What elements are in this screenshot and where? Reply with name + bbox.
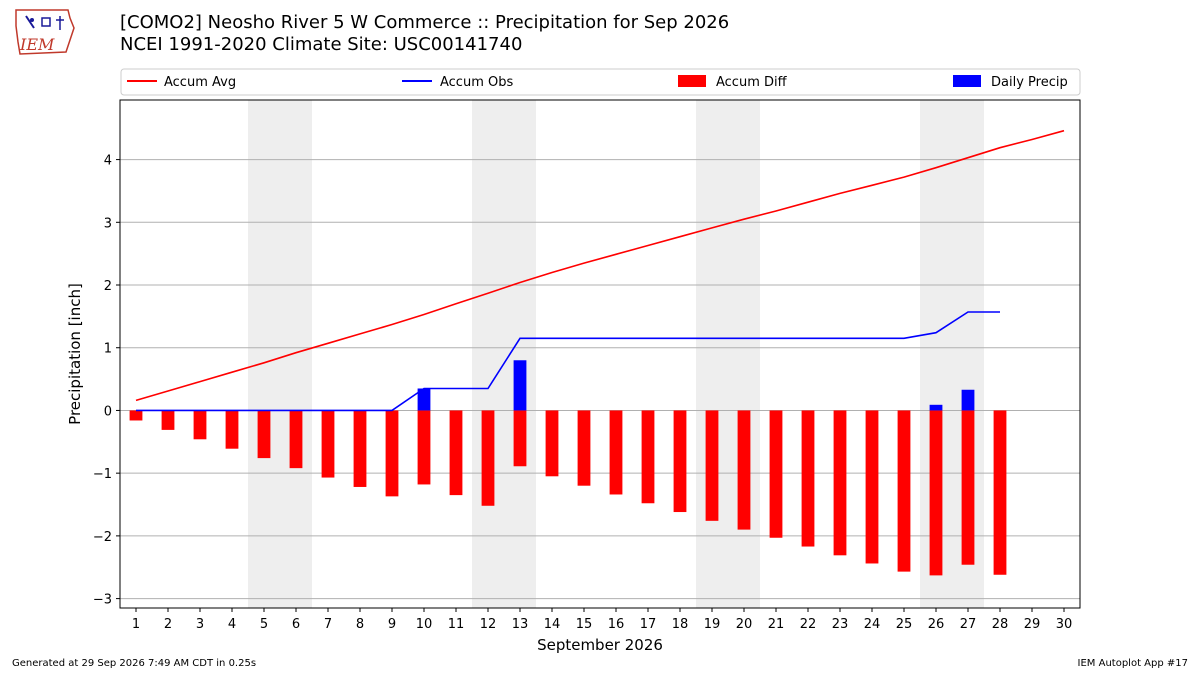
- title-line-2: NCEI 1991-2020 Climate Site: USC00141740: [120, 34, 523, 55]
- plot-frame: [119, 99, 1081, 609]
- x-tick-label: 27: [960, 617, 977, 632]
- accum-diff-bar: [129, 410, 143, 421]
- accum-diff-bar: [385, 410, 399, 497]
- x-tick-label: 28: [992, 617, 1009, 632]
- accum-diff-bar: [321, 410, 335, 478]
- accum-diff-bars: [129, 410, 1007, 576]
- legend-label-daily-precip: Daily Precip: [991, 75, 1068, 90]
- x-tick-label: 8: [356, 617, 364, 632]
- weekend-band: [248, 100, 312, 608]
- daily-precip-bar: [929, 404, 943, 411]
- x-tick-label: 2: [164, 617, 172, 632]
- x-tick-label: 24: [864, 617, 881, 632]
- x-tick-label: 30: [1056, 617, 1073, 632]
- accum-obs-line: [136, 311, 1000, 412]
- title-line-1: [COMO2] Neosho River 5 W Commerce :: Pre…: [120, 12, 730, 33]
- accum-diff-bar: [609, 410, 623, 495]
- x-tick-label: 13: [512, 617, 529, 632]
- accum-diff-bar: [673, 410, 687, 513]
- x-tick-label: 15: [576, 617, 593, 632]
- x-tick-label: 19: [704, 617, 721, 632]
- legend-label-accum-obs: Accum Obs: [440, 75, 513, 90]
- accum-diff-bar: [577, 410, 591, 486]
- accum-diff-bar: [353, 410, 367, 487]
- x-tick-label: 10: [416, 617, 433, 632]
- y-tick-label: 1: [104, 342, 112, 357]
- accum-diff-bar: [961, 410, 975, 565]
- x-tick-label: 18: [672, 617, 689, 632]
- accum-diff-bar: [545, 410, 559, 477]
- x-tick-label: 4: [228, 617, 236, 632]
- weekend-band: [696, 100, 760, 608]
- daily-precip-bars: [417, 360, 975, 411]
- x-tick-label: 26: [928, 617, 945, 632]
- footer-app: IEM Autoplot App #17: [1077, 658, 1188, 669]
- logo-text: IEM: [19, 35, 55, 54]
- x-tick-label: 17: [640, 617, 657, 632]
- accum-diff-bar: [481, 410, 495, 506]
- y-tick-label: 2: [104, 279, 112, 294]
- x-tick-label: 20: [736, 617, 753, 632]
- weekend-band: [472, 100, 536, 608]
- accum-diff-bar: [641, 410, 655, 504]
- footer-generated: Generated at 29 Sep 2026 7:49 AM CDT in …: [12, 658, 257, 669]
- x-tick-label: 1: [132, 617, 140, 632]
- daily-precip-bar: [961, 389, 975, 411]
- x-tick-label: 3: [196, 617, 204, 632]
- accum-diff-bar: [513, 410, 527, 467]
- accum-diff-bar: [801, 410, 815, 547]
- x-axis-label: September 2026: [537, 636, 663, 654]
- daily-precip-bar: [417, 388, 431, 411]
- y-tick-label: −2: [93, 530, 112, 545]
- y-tick-label: −3: [93, 593, 112, 608]
- accum-diff-bar: [993, 410, 1007, 575]
- x-tick-label: 29: [1024, 617, 1041, 632]
- legend-swatch-daily-precip: [953, 75, 981, 87]
- accum-diff-bar: [161, 410, 175, 430]
- y-axis-label: Precipitation [inch]: [66, 283, 84, 425]
- x-tick-label: 7: [324, 617, 332, 632]
- accum-avg-line: [135, 129, 1065, 402]
- x-tick-label: 6: [292, 617, 300, 632]
- legend: Accum Avg Accum Obs Accum Diff Daily Pre…: [120, 68, 1081, 96]
- iem-logo: IEM: [8, 6, 78, 60]
- x-tick-label: 14: [544, 617, 561, 632]
- x-tick-label: 5: [260, 617, 268, 632]
- x-tick-label: 21: [768, 617, 785, 632]
- grid-lines: [120, 159, 1080, 600]
- x-tick-label: 12: [480, 617, 497, 632]
- legend-swatch-accum-diff: [678, 75, 706, 87]
- accum-diff-bar: [929, 410, 943, 576]
- x-tick-label: 22: [800, 617, 817, 632]
- y-tick-label: 4: [104, 154, 112, 169]
- y-tick-label: −1: [93, 467, 112, 482]
- x-tick-label: 25: [896, 617, 913, 632]
- y-tick-label: 3: [104, 216, 112, 231]
- accum-diff-bar: [449, 410, 463, 496]
- accum-diff-bar: [257, 410, 271, 459]
- accum-diff-bar: [737, 410, 751, 530]
- accum-diff-bar: [833, 410, 847, 556]
- accum-diff-bar: [769, 410, 783, 538]
- accum-diff-bar: [193, 410, 207, 440]
- chart-title: [COMO2] Neosho River 5 W Commerce :: Pre…: [120, 12, 729, 56]
- accum-diff-bar: [225, 410, 239, 449]
- x-tick-label: 9: [388, 617, 396, 632]
- x-tick-label: 23: [832, 617, 849, 632]
- accum-diff-bar: [289, 410, 303, 469]
- accum-diff-bar: [417, 410, 431, 485]
- legend-label-accum-avg: Accum Avg: [164, 75, 236, 90]
- y-tick-label: 0: [104, 404, 112, 419]
- x-tick-label: 11: [448, 617, 465, 632]
- y-axis-ticks: −3 −2 −1 0 1 2 3 4: [93, 154, 120, 608]
- accum-diff-bar: [705, 410, 719, 521]
- daily-precip-bar: [513, 360, 527, 411]
- accum-diff-bar: [897, 410, 911, 572]
- weekend-shading: [248, 100, 984, 608]
- accum-diff-bar: [865, 410, 879, 564]
- x-tick-label: 16: [608, 617, 625, 632]
- x-axis-ticks: 1 2 3 4 5 6 7 8 9 10 11 12 13 14 15 16 17 18 19 20 21 22 23 24 2…: [132, 608, 1072, 632]
- legend-label-accum-diff: Accum Diff: [716, 75, 788, 90]
